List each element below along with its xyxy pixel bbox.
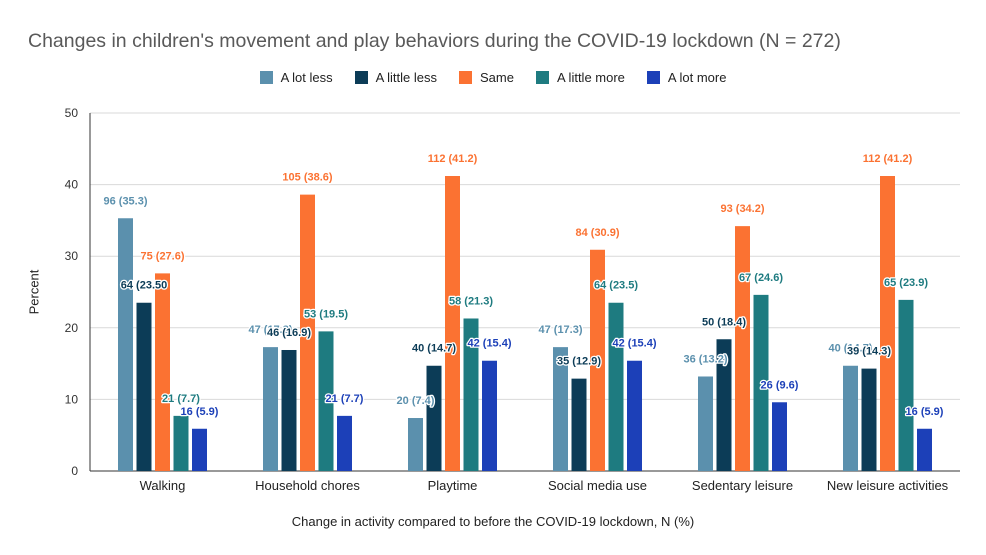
bar-a-little-less-walking bbox=[136, 302, 152, 471]
y-tick-label: 10 bbox=[65, 392, 79, 406]
legend-label: A little more bbox=[556, 70, 625, 85]
data-label: 112 (41.2) bbox=[863, 153, 913, 165]
bar-a-little-more-sedentary-leisure bbox=[753, 294, 769, 471]
data-label: 64 (23.50 bbox=[121, 280, 167, 292]
legend-item-a-little-less: A little less bbox=[354, 70, 438, 85]
legend-label: Same bbox=[480, 70, 514, 85]
y-axis-title: Percent bbox=[26, 269, 42, 315]
data-label: 39 (14.3) bbox=[847, 346, 891, 358]
legend-label: A lot more bbox=[667, 70, 727, 85]
y-tick-label: 50 bbox=[65, 106, 79, 120]
data-label: 21 (7.7) bbox=[326, 393, 364, 405]
data-label: 112 (41.2) bbox=[428, 153, 478, 165]
bar-a-lot-less-social-media-use bbox=[553, 347, 568, 471]
legend-label: A little less bbox=[375, 70, 438, 85]
bar-a-little-more-walking bbox=[173, 415, 189, 471]
bar-a-little-more-social-media-use bbox=[608, 302, 624, 471]
legend-swatch bbox=[535, 71, 549, 84]
bar-same-new-leisure-activities bbox=[880, 176, 895, 471]
data-label: 36 (13.2) bbox=[683, 353, 727, 365]
bar-a-little-more-household-chores bbox=[318, 331, 334, 471]
data-label: 58 (21.3) bbox=[449, 295, 493, 307]
y-tick-label: 0 bbox=[71, 464, 78, 478]
data-label: 16 (5.9) bbox=[181, 406, 219, 418]
data-label: 26 (9.6) bbox=[761, 379, 799, 391]
x-tick-label: Household chores bbox=[255, 478, 360, 493]
data-label: 75 (27.6) bbox=[140, 250, 184, 262]
bar-same-social-media-use bbox=[590, 249, 605, 471]
bar-same-household-chores bbox=[300, 194, 315, 471]
data-label: 64 (23.5) bbox=[594, 280, 638, 292]
data-label: 67 (24.6) bbox=[739, 272, 783, 284]
y-tick-label: 40 bbox=[65, 178, 79, 192]
data-label: 20 (7.4) bbox=[397, 395, 435, 407]
bar-a-lot-more-social-media-use bbox=[627, 360, 642, 471]
y-tick-label: 30 bbox=[65, 249, 79, 263]
legend-swatch bbox=[459, 71, 473, 84]
data-label: 40 (14.7) bbox=[412, 343, 456, 355]
data-label: 42 (15.4) bbox=[612, 338, 656, 350]
data-label: 42 (15.4) bbox=[467, 338, 511, 350]
legend-item-same: Same bbox=[459, 70, 514, 85]
bar-a-lot-more-household-chores bbox=[337, 415, 352, 471]
bar-a-lot-more-playtime bbox=[482, 360, 497, 471]
data-label: 21 (7.7) bbox=[162, 393, 200, 405]
bar-a-little-less-sedentary-leisure bbox=[716, 339, 732, 471]
data-label: 105 (38.6) bbox=[282, 172, 332, 184]
legend-swatch bbox=[354, 71, 368, 84]
data-label: 47 (17.3) bbox=[248, 324, 292, 336]
legend-swatch bbox=[646, 71, 660, 84]
data-label: 84 (30.9) bbox=[575, 227, 619, 239]
y-tick-label: 20 bbox=[65, 321, 79, 335]
bar-a-little-less-household-chores bbox=[281, 349, 297, 471]
x-axis-title: Change in activity compared to before th… bbox=[291, 514, 695, 529]
x-tick-label: New leisure activities bbox=[827, 478, 949, 493]
bar-a-lot-less-sedentary-leisure bbox=[698, 376, 713, 471]
data-label: 47 (17.3) bbox=[538, 324, 582, 336]
data-label: 40 (14.7) bbox=[828, 343, 872, 355]
bar-a-lot-more-new-leisure-activities bbox=[917, 428, 932, 471]
bar-a-little-less-new-leisure-activities bbox=[861, 368, 877, 471]
data-label: 93 (34.2) bbox=[720, 203, 764, 215]
legend-label: A lot less bbox=[280, 70, 333, 85]
bar-a-little-more-playtime bbox=[463, 318, 479, 471]
data-label: 35 (12.9) bbox=[557, 356, 601, 368]
bar-a-little-more-new-leisure-activities bbox=[898, 299, 914, 471]
bar-same-sedentary-leisure bbox=[735, 226, 750, 471]
bar-a-lot-less-household-chores bbox=[263, 347, 278, 471]
data-label: 53 (19.5) bbox=[304, 308, 348, 320]
bar-a-lot-more-walking bbox=[192, 428, 207, 471]
legend: A lot less A little less Same A little more… bbox=[0, 70, 986, 85]
bar-same-walking bbox=[155, 273, 170, 471]
data-label: 96 (35.3) bbox=[103, 195, 147, 207]
bar-a-lot-more-sedentary-leisure bbox=[772, 402, 787, 471]
legend-swatch bbox=[259, 71, 273, 84]
bar-a-lot-less-walking bbox=[118, 218, 133, 471]
data-label: 65 (23.9) bbox=[884, 277, 928, 289]
x-tick-label: Playtime bbox=[428, 478, 478, 493]
bar-a-little-less-playtime bbox=[426, 365, 442, 471]
x-tick-label: Sedentary leisure bbox=[692, 478, 793, 493]
data-label: 50 (18.4) bbox=[702, 316, 746, 328]
chart-title: Changes in children's movement and play … bbox=[28, 30, 841, 52]
bar-a-lot-less-playtime bbox=[408, 418, 423, 471]
bar-same-playtime bbox=[445, 176, 460, 471]
bar-a-lot-less-new-leisure-activities bbox=[843, 365, 858, 471]
data-label: 46 (16.9) bbox=[267, 327, 311, 339]
x-tick-label: Walking bbox=[140, 478, 186, 493]
legend-item-a-lot-less: A lot less bbox=[259, 70, 333, 85]
x-tick-label: Social media use bbox=[548, 478, 647, 493]
data-label: 16 (5.9) bbox=[906, 406, 944, 418]
legend-item-a-lot-more: A lot more bbox=[646, 70, 727, 85]
legend-item-a-little-more: A little more bbox=[535, 70, 625, 85]
bar-a-little-less-social-media-use bbox=[571, 378, 587, 471]
